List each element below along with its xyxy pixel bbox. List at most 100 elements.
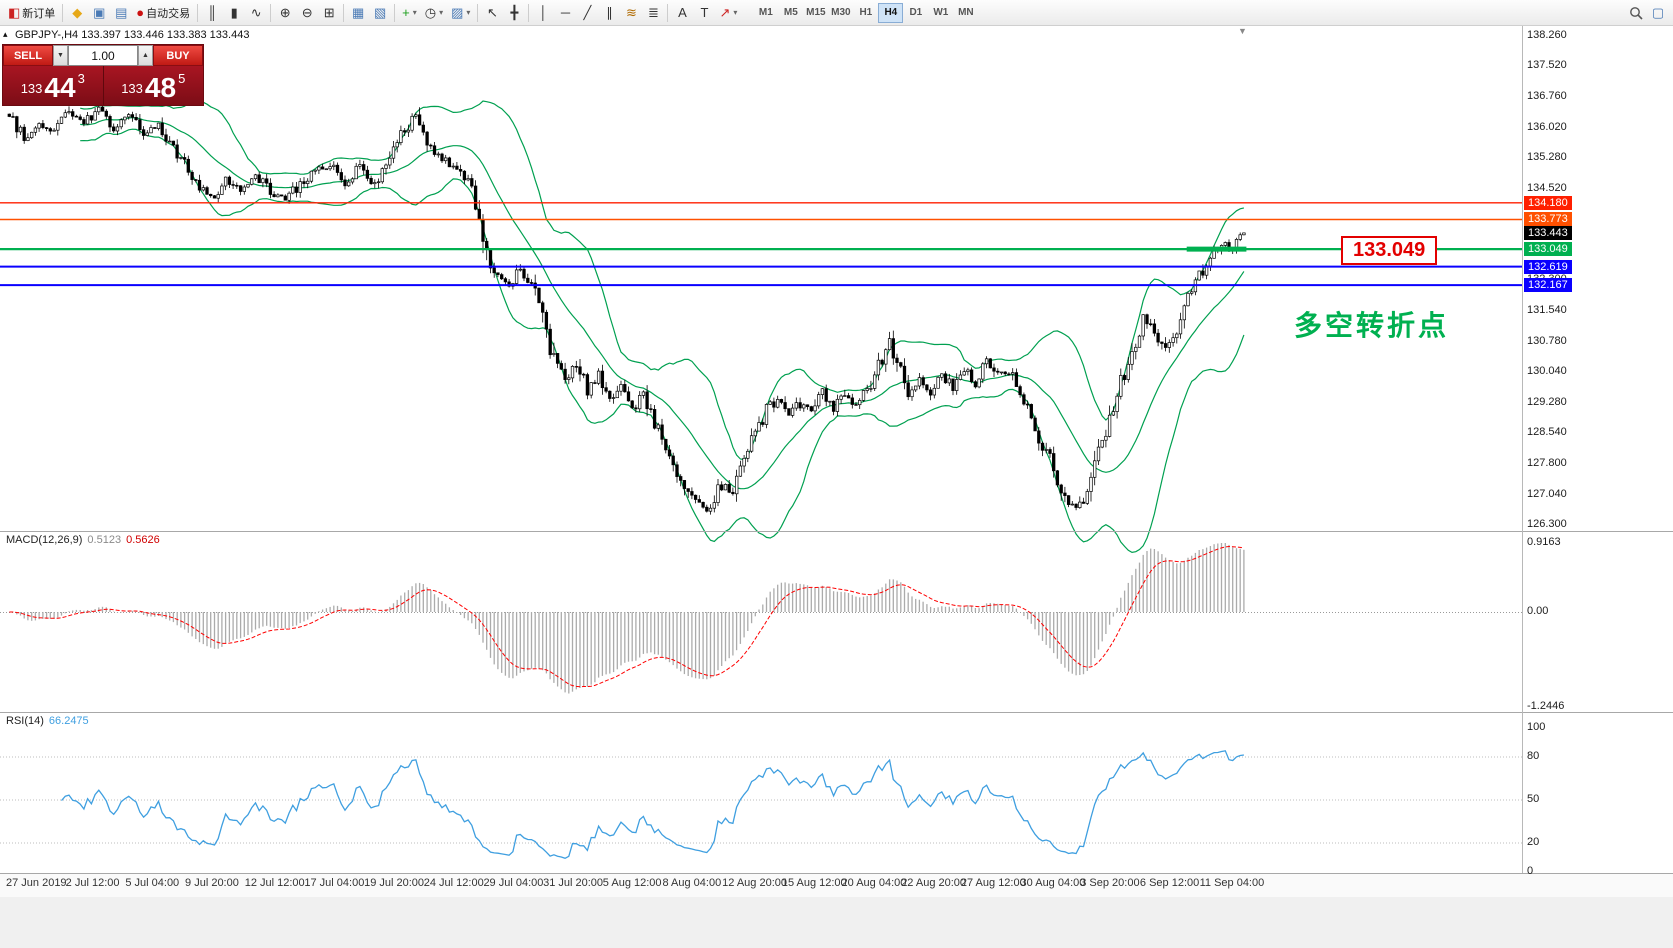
- timeframe-m1-button[interactable]: M1: [753, 3, 778, 23]
- buy-price-display[interactable]: 133 48 5: [104, 66, 204, 105]
- timeframe-m30-button[interactable]: M30: [828, 3, 853, 23]
- price-tick: 131.540: [1527, 303, 1567, 316]
- sell-price-display[interactable]: 133 44 3: [3, 66, 103, 105]
- time-label: 3 Sep 20:00: [1080, 877, 1140, 889]
- chart-shift-icon[interactable]: ▼: [1238, 26, 1247, 36]
- vertical-line-icon: │: [539, 5, 548, 20]
- data-window-icon: ▤: [115, 5, 128, 20]
- new-order-button[interactable]: ◧ 新订单: [4, 2, 59, 24]
- data-window-button[interactable]: ▤: [110, 2, 132, 24]
- templates-icon: ▨: [451, 5, 464, 20]
- price-tick: 138.260: [1527, 29, 1567, 41]
- buy-button[interactable]: BUY: [153, 45, 203, 66]
- price-callout-box[interactable]: 133.049: [1341, 236, 1438, 265]
- crosshair-icon: ╋: [510, 5, 519, 20]
- rsi-axis-label: 100: [1527, 721, 1546, 734]
- timeframe-mn-button[interactable]: MN: [953, 3, 978, 23]
- new-window-icon: ▢: [1651, 5, 1665, 20]
- cursor-icon: ↖: [486, 5, 498, 20]
- volume-down-button[interactable]: ▼: [53, 45, 68, 66]
- timeframe-d1-button[interactable]: D1: [903, 3, 928, 23]
- time-label: 9 Jul 20:00: [185, 877, 239, 889]
- market-watch-button[interactable]: ◆: [66, 2, 88, 24]
- horizontal-lines[interactable]: [0, 202, 1522, 287]
- time-label: 8 Aug 04:00: [662, 877, 722, 889]
- time-label: 5 Jul 04:00: [125, 877, 180, 889]
- crosshair-button[interactable]: ╋: [503, 2, 525, 24]
- fibonacci-button[interactable]: ≋: [620, 2, 642, 24]
- timeframe-m5-button[interactable]: M5: [778, 3, 803, 23]
- time-label: 22 Aug 20:00: [901, 877, 967, 889]
- periods-icon: ◷: [424, 5, 437, 20]
- trendline-button[interactable]: ╱: [576, 2, 598, 24]
- toolbar: ◧ 新订单 ◆ ▣ ▤ ● 自动交易 ║ ▮ ∿ ⊕ ⊖ ⊞ ▦ ▧ + ▾ ◷ ▾ ▨ ▾ ↖ ╋ │ ─ ╱ ∥ ≋ ≣ A T ↗ ▾ M…: [0, 0, 1673, 26]
- price-tick: 136.760: [1527, 90, 1567, 103]
- cursor-button[interactable]: ↖: [481, 2, 503, 24]
- trade-panel-divider: [102, 66, 104, 105]
- sell-price-big: 44: [44, 72, 76, 104]
- rsi-axis-label: 0: [1527, 864, 1534, 877]
- arrange-windows-button[interactable]: ▧: [369, 2, 391, 24]
- volume-input[interactable]: [68, 45, 138, 66]
- zoom-in-button[interactable]: ⊕: [274, 2, 296, 24]
- time-label: 5 Aug 12:00: [602, 877, 662, 889]
- line-chart-button[interactable]: ∿: [245, 2, 267, 24]
- templates-button[interactable]: ▨ ▾: [447, 2, 474, 24]
- timeframe-w1-button[interactable]: W1: [928, 3, 953, 23]
- text-button[interactable]: A: [671, 2, 693, 24]
- timeframe-h1-button[interactable]: H1: [853, 3, 878, 23]
- timeframe-h4-button[interactable]: H4: [878, 2, 904, 23]
- arrows-button[interactable]: ↗ ▾: [715, 2, 741, 24]
- fibonacci-icon: ≋: [625, 5, 637, 20]
- toolbar-separator: [343, 3, 345, 22]
- price-tick: 129.280: [1527, 396, 1567, 409]
- cycle-lines-icon: ≣: [647, 5, 659, 20]
- text-icon: A: [678, 5, 687, 20]
- search-button[interactable]: [1625, 2, 1647, 24]
- sell-button[interactable]: SELL: [3, 45, 53, 66]
- autotrading-icon: ●: [136, 5, 145, 20]
- dropdown-arrow-icon: ▾: [466, 8, 471, 17]
- charts-window-button[interactable]: ▣: [88, 2, 110, 24]
- toolbar-separator: [477, 3, 479, 22]
- new-window-button[interactable]: ▢: [1647, 2, 1669, 24]
- timeframe-buttons-group: M1 M5 M15 M30 H1 H4 D1 W1 MN: [753, 2, 978, 23]
- turning-point-annotation[interactable]: 多空转折点: [1294, 310, 1450, 341]
- rsi-axis-label: 20: [1527, 836, 1540, 849]
- periods-button[interactable]: ◷ ▾: [421, 2, 447, 24]
- time-label: 24 Jul 12:00: [423, 877, 484, 889]
- autotrading-button[interactable]: ● 自动交易: [132, 2, 194, 24]
- candlestick-chart-icon: ▮: [230, 5, 238, 20]
- time-label: 29 Jul 04:00: [483, 877, 544, 889]
- vertical-line-button[interactable]: │: [532, 2, 554, 24]
- timeframe-m15-button[interactable]: M15: [803, 3, 828, 23]
- price-tick: 127.040: [1527, 487, 1567, 500]
- horizontal-line-button[interactable]: ─: [554, 2, 576, 24]
- market-watch-icon: ◆: [72, 5, 83, 20]
- dropdown-arrow-icon: ▾: [439, 8, 444, 17]
- bar-chart-button[interactable]: ║: [201, 2, 223, 24]
- tile-windows-icon: ⊞: [323, 5, 335, 20]
- text-label-button[interactable]: T: [693, 2, 715, 24]
- trade-panel-controls: SELL ▼ ▲ BUY: [3, 45, 203, 66]
- line-chart-icon: ∿: [250, 5, 262, 20]
- panel-toggle-icon[interactable]: ▴: [3, 29, 8, 39]
- macd-axis-label: 0.9163: [1527, 536, 1561, 548]
- channel-button[interactable]: ∥: [598, 2, 620, 24]
- charts-window-icon: ▣: [93, 5, 106, 20]
- time-label: 15 Aug 12:00: [781, 877, 847, 889]
- cycle-lines-button[interactable]: ≣: [642, 2, 664, 24]
- zoom-in-icon: ⊕: [279, 5, 291, 20]
- candlestick-chart-button[interactable]: ▮: [223, 2, 245, 24]
- cascade-windows-button[interactable]: ▦: [347, 2, 369, 24]
- zoom-out-button[interactable]: ⊖: [296, 2, 318, 24]
- volume-up-button[interactable]: ▲: [138, 45, 153, 66]
- hline-price-label: 134.180: [1524, 195, 1572, 210]
- rsi-axis-label: 50: [1527, 793, 1540, 806]
- rsi-header: RSI(14) 66.2475: [6, 715, 94, 727]
- buy-price-big: 48: [144, 72, 177, 104]
- time-label: 12 Aug 20:00: [722, 877, 787, 889]
- tile-windows-button[interactable]: ⊞: [318, 2, 340, 24]
- indicators-button[interactable]: + ▾: [398, 2, 421, 24]
